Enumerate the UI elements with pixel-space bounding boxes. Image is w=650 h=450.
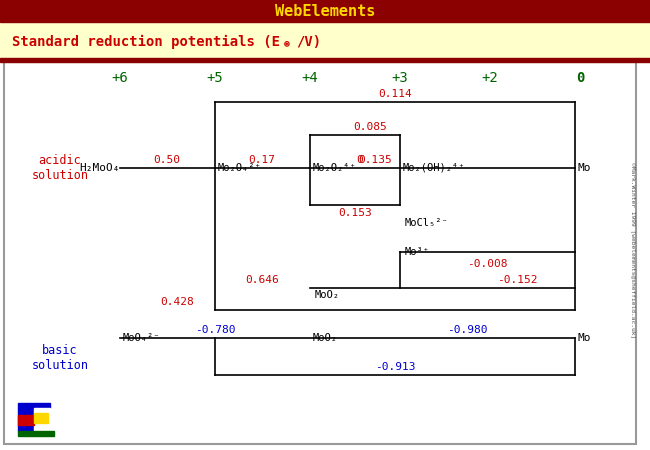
Text: Mo₂O₄²⁺: Mo₂O₄²⁺ [218, 163, 262, 173]
Bar [34, 408, 50, 431]
Text: ©Mark.Winter 1999 [webelements@sheffield.ac.uk]: ©Mark.Winter 1999 [webelements@sheffield… [630, 162, 636, 338]
Text: H₂MoO₄: H₂MoO₄ [79, 163, 120, 173]
Text: 0.153: 0.153 [338, 208, 372, 218]
Text: +3: +3 [391, 71, 408, 85]
Bar [18, 408, 34, 431]
Text: /V): /V) [296, 35, 321, 49]
Text: 0.17: 0.17 [248, 155, 276, 165]
Text: Mo³⁺: Mo³⁺ [405, 247, 430, 257]
Text: +5: +5 [207, 71, 224, 85]
Bar [0, 22, 650, 60]
Bar [4, 62, 636, 444]
Bar [18, 403, 50, 408]
Bar [18, 415, 34, 425]
Text: 0.646: 0.646 [245, 275, 279, 285]
Bar [0, 58, 650, 62]
Text: MoO₂: MoO₂ [315, 290, 340, 300]
Text: 0.428: 0.428 [160, 297, 194, 307]
Text: 0.50: 0.50 [153, 155, 181, 165]
Text: +2: +2 [482, 71, 499, 85]
Text: ⊛: ⊛ [284, 38, 290, 48]
Text: 0.085: 0.085 [353, 122, 387, 132]
Text: WebElements: WebElements [275, 4, 375, 18]
Text: -0.980: -0.980 [447, 325, 488, 335]
Text: +6: +6 [112, 71, 129, 85]
Text: Mo₂(OH)₂⁴⁺: Mo₂(OH)₂⁴⁺ [403, 163, 465, 173]
Text: Mo₂O₂⁴⁺: Mo₂O₂⁴⁺ [313, 163, 357, 173]
Text: MoO₂: MoO₂ [313, 333, 338, 343]
Text: 0.135: 0.135 [358, 155, 392, 165]
Text: +4: +4 [302, 71, 318, 85]
Text: basic
solution: basic solution [31, 344, 88, 372]
Text: MoO₄²⁻: MoO₄²⁻ [123, 333, 161, 343]
Text: -0.008: -0.008 [467, 259, 507, 269]
Bar [34, 413, 48, 423]
Text: 0: 0 [576, 71, 584, 85]
Text: Standard reduction potentials (E: Standard reduction potentials (E [12, 35, 280, 49]
Text: Mo: Mo [578, 163, 592, 173]
Text: -0.913: -0.913 [375, 362, 415, 372]
Bar [18, 431, 54, 436]
Text: -0.152: -0.152 [497, 275, 538, 285]
Text: acidic
solution: acidic solution [31, 154, 88, 182]
Text: -0.780: -0.780 [195, 325, 235, 335]
Bar [0, 0, 650, 22]
Text: Mo: Mo [578, 333, 592, 343]
Text: 0: 0 [357, 155, 363, 165]
Text: 0.114: 0.114 [378, 89, 412, 99]
Text: MoCl₅²⁻: MoCl₅²⁻ [405, 218, 448, 228]
